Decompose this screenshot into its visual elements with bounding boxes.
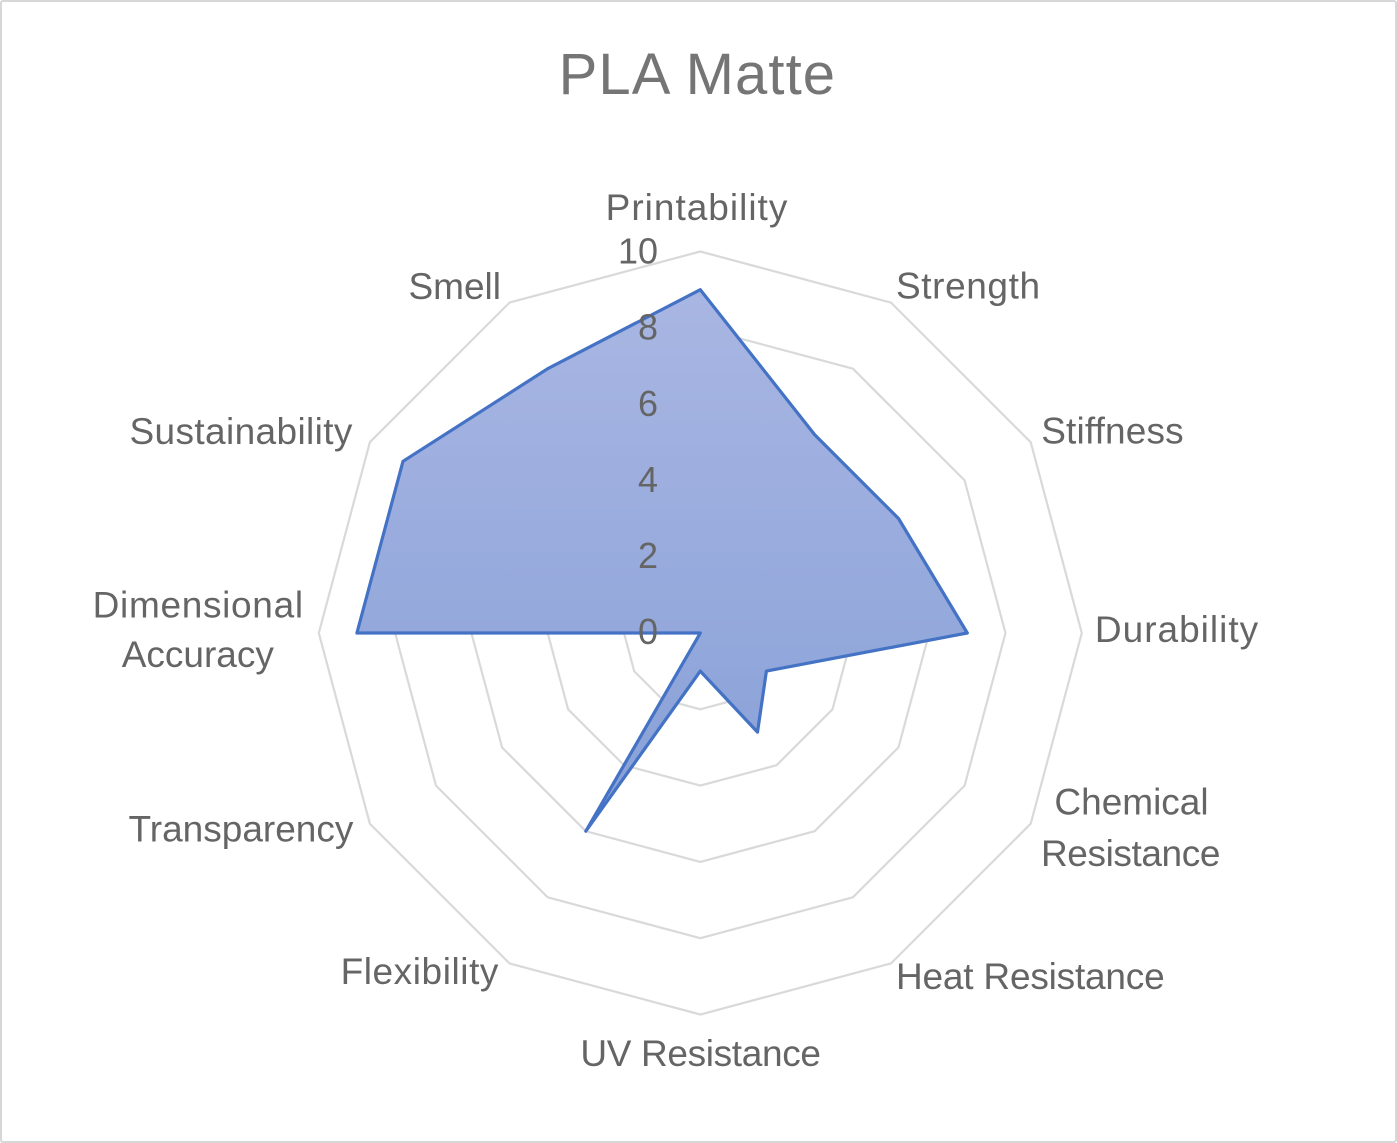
svg-text:Dimensional: Dimensional [93,584,304,625]
svg-text:UV Resistance: UV Resistance [580,1033,820,1074]
svg-text:Stiffness: Stiffness [1041,410,1184,451]
svg-text:Heat Resistance: Heat Resistance [896,956,1164,997]
svg-text:6: 6 [638,383,658,424]
svg-text:Printability: Printability [606,187,789,228]
svg-text:Accuracy: Accuracy [122,634,275,675]
svg-text:PLA Matte: PLA Matte [559,42,837,107]
svg-text:Chemical: Chemical [1054,782,1208,823]
svg-text:Smell: Smell [408,266,501,307]
svg-text:Flexibility: Flexibility [341,951,499,992]
svg-text:Sustainability: Sustainability [129,411,352,452]
svg-text:2: 2 [638,535,658,576]
svg-text:Transparency: Transparency [129,808,354,849]
svg-text:4: 4 [638,459,658,500]
svg-text:Resistance: Resistance [1041,833,1220,874]
svg-text:10: 10 [618,231,658,272]
svg-text:Durability: Durability [1095,609,1259,650]
svg-text:8: 8 [638,307,658,348]
svg-text:Strength: Strength [896,265,1041,306]
svg-text:0: 0 [638,611,658,652]
